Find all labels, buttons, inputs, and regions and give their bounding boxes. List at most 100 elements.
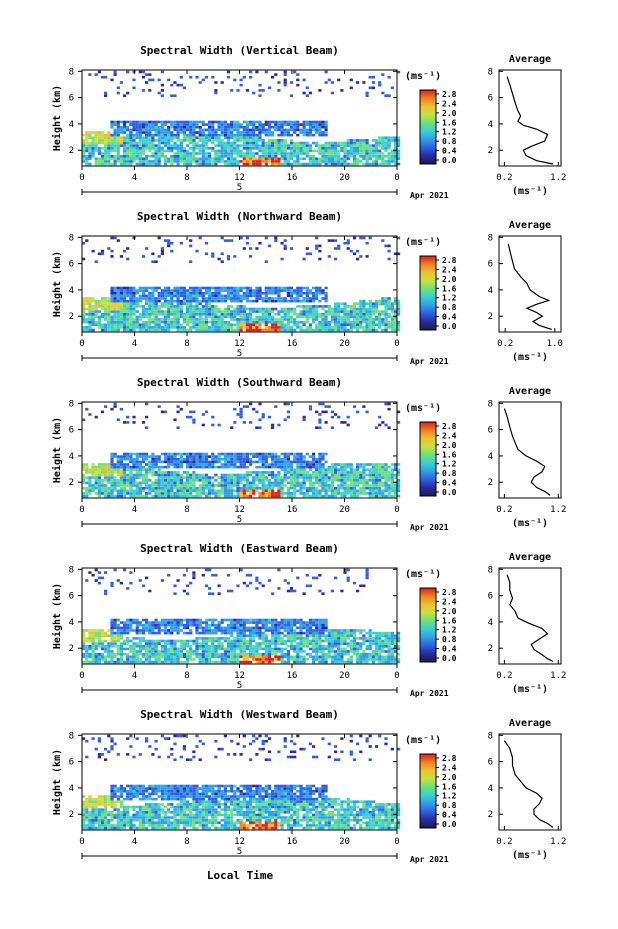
heatmap-cell — [91, 650, 95, 653]
heatmap-cell — [397, 144, 401, 147]
heatmap-cell — [138, 323, 142, 327]
heatmap-cell — [296, 463, 300, 466]
heatmap-cell — [198, 162, 202, 166]
heatmap-cell — [201, 144, 205, 147]
heatmap-cell — [141, 152, 146, 155]
heatmap-cell — [271, 423, 275, 427]
heatmap-cell — [233, 160, 237, 163]
heatmap-cell — [346, 241, 350, 245]
heatmap-cell — [239, 318, 243, 321]
heatmap-cell — [138, 152, 142, 155]
heatmap-cell — [233, 141, 237, 145]
heatmap-cell — [368, 320, 372, 324]
heatmap-cell — [198, 318, 202, 321]
heatmap-cell — [119, 652, 123, 656]
heatmap-cell — [299, 128, 303, 132]
heatmap-cell — [91, 152, 95, 155]
heatmap-cell — [293, 310, 297, 313]
heatmap-cell — [327, 323, 331, 327]
heatmap-cell — [245, 484, 249, 487]
heatmap-cell — [255, 320, 259, 324]
heatmap-cell — [116, 136, 120, 139]
heatmap-cell — [334, 318, 338, 321]
heatmap-cell — [192, 650, 196, 653]
colorbar — [419, 89, 437, 165]
heatmap-cell — [230, 289, 234, 292]
heatmap-cell — [100, 468, 105, 471]
heatmap-cell — [91, 136, 95, 139]
heatmap-cell — [100, 307, 105, 311]
heatmap-cell — [327, 160, 331, 163]
heatmap-cell — [173, 289, 177, 292]
heatmap-cell — [340, 157, 344, 161]
heatmap-cell — [97, 479, 101, 482]
heatmap-cell — [82, 315, 86, 319]
heatmap-cell — [167, 320, 171, 324]
heatmap-cell — [393, 473, 397, 477]
heatmap-cell — [160, 89, 164, 92]
heatmap-cell — [132, 154, 136, 158]
heatmap-cell — [82, 476, 86, 479]
heatmap-cell — [88, 486, 92, 490]
heatmap-cell — [312, 307, 316, 311]
heatmap-cell — [192, 297, 196, 300]
colorbar-tick-label: 0.4 — [442, 479, 457, 488]
heatmap-cell — [255, 128, 259, 132]
heatmap-cell — [208, 123, 212, 126]
heatmap-cell — [182, 481, 186, 485]
x-tick-label: 8 — [184, 339, 189, 349]
heatmap-cell — [277, 471, 281, 474]
heatmap-cell — [110, 139, 114, 142]
heatmap-cell — [378, 323, 382, 327]
heatmap-cell — [173, 645, 177, 648]
heatmap-cell — [230, 460, 234, 464]
heatmap-cell — [230, 313, 234, 316]
heatmap-cell — [186, 655, 190, 659]
heatmap-cell — [255, 289, 259, 292]
heatmap-cell — [157, 297, 161, 300]
heatmap-cell — [223, 476, 227, 479]
profile-unit: (ms⁻¹) — [512, 352, 548, 363]
heatmap-cell — [368, 310, 372, 313]
heatmap-cell — [160, 297, 164, 300]
heatmap-cell — [378, 313, 382, 316]
heatmap-cell — [236, 286, 240, 290]
heatmap-cell — [217, 457, 221, 461]
heatmap-cell — [154, 125, 158, 129]
heatmap-cell — [85, 407, 89, 411]
heatmap-cell — [280, 162, 284, 166]
heatmap-cell — [362, 141, 366, 145]
heatmap-cell — [318, 473, 322, 477]
heatmap-cell — [179, 455, 183, 458]
heatmap-cell — [179, 323, 183, 327]
heatmap-cell — [286, 326, 290, 329]
heatmap-cell — [337, 302, 341, 305]
heatmap-cell — [334, 489, 338, 493]
heatmap-cell — [242, 128, 246, 132]
heatmap-cell — [346, 315, 350, 319]
heatmap-cell — [132, 120, 136, 124]
heatmap-cell — [305, 452, 309, 456]
heatmap-cell — [356, 310, 360, 313]
heatmap-cell — [211, 252, 215, 256]
heatmap-cell — [274, 484, 278, 487]
heatmap-cell — [230, 149, 234, 153]
heatmap-cell — [299, 455, 303, 458]
heatmap-cell — [296, 162, 300, 166]
heatmap-cells — [82, 402, 401, 498]
heatmap-cell — [170, 623, 174, 627]
heatmap-cell — [299, 328, 303, 332]
heatmap-cell — [283, 123, 287, 126]
heatmap-cell — [126, 120, 130, 124]
heatmap-cell — [113, 315, 117, 319]
heatmap-cell — [249, 463, 253, 466]
heatmap-cell — [271, 328, 275, 332]
profile-y-tick-label: 2 — [488, 146, 493, 156]
heatmap-cell — [264, 141, 268, 145]
heatmap-cell — [230, 297, 234, 300]
heatmap-cell — [116, 294, 120, 298]
heatmap-cell — [245, 486, 249, 490]
heatmap-cell — [261, 320, 265, 324]
heatmap-cell — [343, 307, 347, 311]
heatmap-cell — [132, 658, 136, 661]
